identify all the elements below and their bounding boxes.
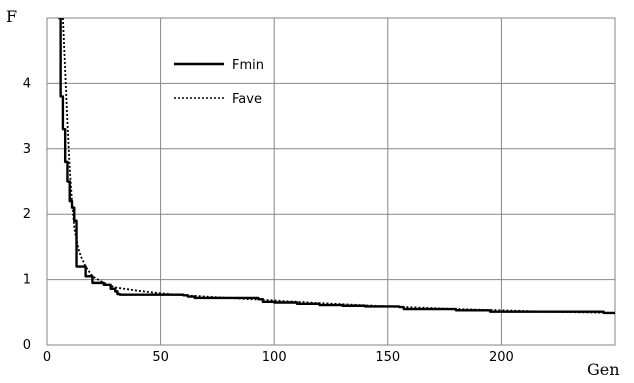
- series-layer: [58, 18, 615, 315]
- y-tick-label: 2: [23, 207, 31, 222]
- x-tick-label: 150: [375, 350, 400, 365]
- plot-area: [46, 17, 616, 346]
- series-line-fmin: [58, 18, 615, 315]
- y-tick-label: 3: [23, 142, 31, 157]
- y-tick-label: 4: [23, 76, 31, 91]
- legend-label-fave: Fave: [232, 92, 262, 107]
- x-tick-label: 200: [489, 350, 514, 365]
- y-tick-label: 1: [23, 273, 31, 288]
- legend-label-fmin: Fmin: [232, 58, 264, 73]
- x-tick-label: 0: [43, 350, 51, 365]
- y-tick-label: 0: [23, 338, 31, 353]
- x-tick-label: 50: [152, 350, 169, 365]
- x-axis-title: Gen: [587, 360, 620, 379]
- tick-labels: 0 50 100 150 200 0 1 2 3 4: [23, 76, 514, 365]
- y-axis-title: F: [6, 7, 17, 26]
- series-line-fave: [62, 18, 615, 314]
- legend: Fmin Fave: [174, 58, 264, 107]
- grid: [47, 18, 615, 345]
- x-tick-label: 100: [262, 350, 287, 365]
